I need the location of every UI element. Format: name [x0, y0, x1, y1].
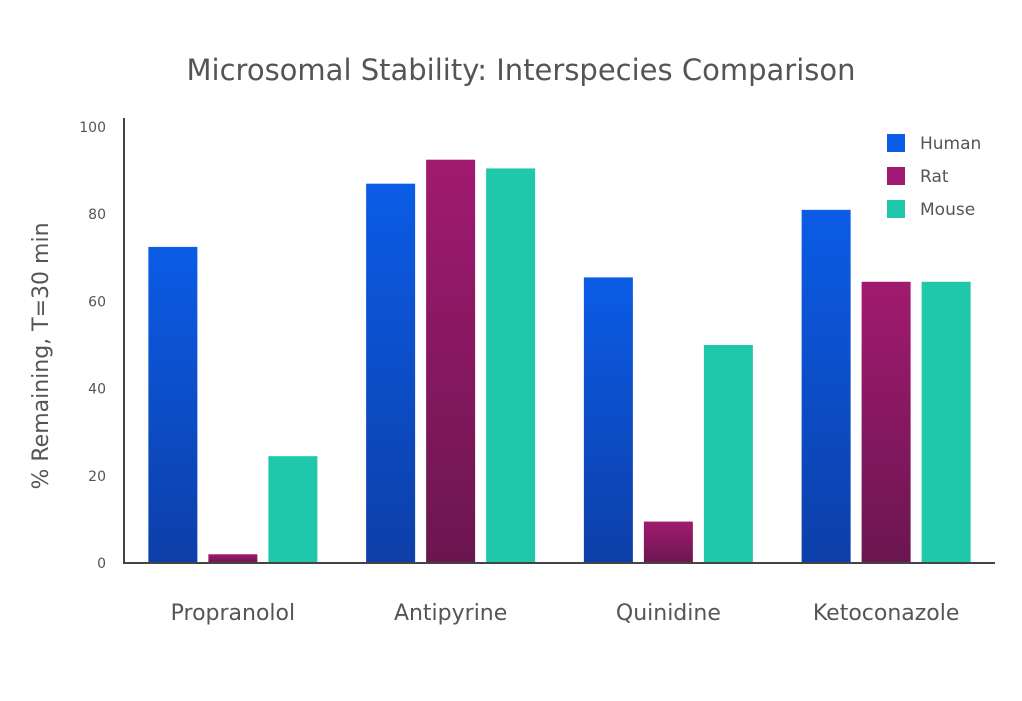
y-tick-label: 20 — [88, 469, 106, 485]
legend-label-human: Human — [920, 134, 981, 154]
x-axis-ticks: Propranolol Antipyrine Quinidine Ketoconazo… — [171, 601, 960, 626]
y-tick-label: 0 — [97, 556, 106, 572]
bar-mouse-quinidine — [703, 345, 753, 563]
bar-human-propranolol — [148, 246, 198, 563]
bar-rat-propranolol — [208, 554, 258, 563]
x-tick-label: Propranolol — [171, 601, 295, 626]
x-tick-label: Ketoconazole — [813, 601, 960, 626]
bar-mouse-ketoconazole — [921, 281, 971, 563]
y-tick-label: 60 — [88, 294, 106, 310]
x-tick-label: Quinidine — [616, 601, 721, 626]
bar-mouse-antipyrine — [486, 168, 536, 564]
bar-rat-antipyrine — [426, 159, 476, 563]
x-tick-label: Antipyrine — [394, 601, 507, 626]
legend: Human Rat Mouse — [887, 134, 981, 220]
bar-mouse-propranolol — [268, 456, 318, 563]
y-axis-label: % Remaining, T=30 min — [29, 222, 54, 489]
legend-swatch-human — [887, 134, 905, 152]
y-tick-label: 80 — [88, 207, 106, 223]
legend-swatch-rat — [887, 167, 905, 185]
y-axis-ticks: 0 20 40 60 80 100 — [79, 120, 106, 572]
legend-label-mouse: Mouse — [920, 200, 975, 220]
y-tick-label: 40 — [88, 382, 106, 398]
chart-title: Microsomal Stability: Interspecies Compa… — [187, 53, 856, 87]
bar-rat-quinidine — [643, 521, 693, 563]
bar-human-ketoconazole — [801, 209, 851, 563]
bars-group — [148, 159, 971, 564]
legend-label-rat: Rat — [920, 167, 949, 187]
y-tick-label: 100 — [79, 120, 106, 136]
bar-human-antipyrine — [366, 183, 416, 563]
bar-human-quinidine — [583, 277, 633, 563]
bar-rat-ketoconazole — [861, 281, 911, 563]
legend-swatch-mouse — [887, 200, 905, 218]
